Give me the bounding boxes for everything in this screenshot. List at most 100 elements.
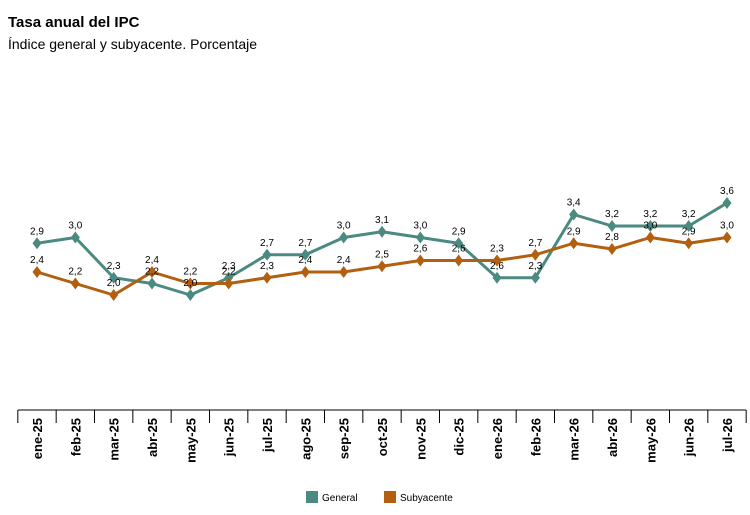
data-point (530, 248, 540, 261)
x-tick-label: sep-25 (337, 418, 352, 459)
data-point (109, 289, 119, 301)
data-point (607, 220, 617, 232)
data-label: 2,2 (183, 267, 197, 278)
data-label: 2,0 (183, 278, 197, 289)
data-label: 2,3 (107, 261, 121, 272)
x-tick-label: jul-26 (720, 418, 735, 453)
data-label: 2,2 (222, 267, 236, 278)
data-label: 2,9 (452, 226, 466, 237)
data-labels: 2,93,02,32,22,02,32,7 2,73,03,13,02,92,6 2… (30, 186, 734, 289)
data-point (147, 277, 157, 290)
data-point (70, 277, 80, 290)
x-tick-label: ene-26 (490, 418, 505, 459)
data-label: 2,7 (260, 238, 274, 249)
data-point (492, 271, 502, 284)
data-label: 3,6 (720, 186, 734, 197)
x-tick-label: jul-25 (260, 418, 275, 453)
x-tick-label: ene-25 (30, 418, 45, 459)
data-label: 2,9 (30, 226, 44, 237)
data-label: 2,4 (337, 255, 351, 266)
x-tick-label: may-25 (183, 418, 198, 463)
data-point (492, 254, 502, 267)
x-tick-label: feb-25 (68, 418, 83, 456)
data-label: 2,5 (375, 249, 389, 260)
data-label: 3,4 (567, 198, 581, 209)
data-label: 3,0 (413, 221, 427, 232)
data-point (300, 248, 310, 261)
data-point (70, 231, 80, 244)
data-point (684, 220, 694, 232)
data-point (607, 243, 617, 255)
data-point (569, 237, 579, 250)
x-tick-label: jun-25 (222, 418, 237, 457)
chart-subtitle: Índice general y subyacente. Porcentaje (8, 36, 258, 52)
data-point (415, 231, 425, 244)
data-point (377, 225, 387, 238)
legend-label: Subyacente (400, 493, 453, 504)
data-point (185, 277, 195, 290)
data-label: 2,4 (145, 255, 159, 266)
data-point (454, 254, 464, 267)
data-label: 2,9 (567, 226, 581, 237)
data-label: 2,3 (260, 261, 274, 272)
x-tick-label: abr-26 (605, 418, 620, 457)
data-label: 3,2 (643, 209, 657, 220)
data-label: 3,1 (375, 215, 389, 226)
x-axis: ene-25 feb-25 mar-25 abr-25 may-25 jun-25 jul-… (17, 409, 747, 463)
data-point (339, 231, 349, 244)
data-point (454, 237, 464, 250)
data-label: 2,9 (682, 226, 696, 237)
x-tick-label: mar-25 (107, 418, 122, 461)
data-point (415, 254, 425, 267)
legend: General Subyacente (306, 491, 453, 504)
data-label: 2,8 (605, 232, 619, 243)
x-tick-label: feb-26 (528, 418, 543, 456)
data-label: 2,3 (528, 261, 542, 272)
data-point (722, 231, 732, 244)
x-tick-label: oct-25 (375, 418, 390, 456)
data-label: 3,2 (682, 209, 696, 220)
chart-title: Tasa anual del IPC (8, 14, 140, 31)
data-point (224, 277, 234, 290)
data-label: 2,4 (30, 255, 44, 266)
data-label: 2,7 (298, 238, 312, 249)
data-point (185, 289, 195, 301)
data-label: 2,7 (528, 238, 542, 249)
x-tick-label: may-26 (643, 418, 658, 463)
data-label: 2,6 (413, 244, 427, 255)
data-label: 3,0 (720, 221, 734, 232)
data-point (530, 271, 540, 284)
data-label: 2,2 (145, 267, 159, 278)
data-point (645, 231, 655, 244)
x-tick-label: mar-26 (567, 418, 582, 461)
data-point (262, 271, 272, 284)
data-label: 3,0 (643, 221, 657, 232)
data-label: 3,2 (605, 209, 619, 220)
x-tick-label: nov-25 (413, 418, 428, 460)
data-label: 2,6 (452, 244, 466, 255)
data-point (645, 220, 655, 232)
data-label: 2,3 (490, 244, 504, 255)
x-tick-label: dic-25 (452, 418, 467, 456)
data-point (300, 266, 310, 278)
legend-label: General (322, 493, 358, 504)
x-tick-label: ago-25 (298, 418, 313, 460)
data-point (569, 208, 579, 221)
data-label: 2,3 (222, 261, 236, 272)
data-point (339, 266, 349, 278)
data-point (109, 271, 119, 284)
data-point (377, 260, 387, 273)
series-layer (32, 197, 732, 301)
data-label: 3,0 (337, 221, 351, 232)
x-tick-label: abr-25 (145, 418, 160, 457)
data-point (722, 197, 732, 209)
data-point (262, 248, 272, 261)
data-point (32, 237, 42, 250)
data-point (147, 266, 157, 278)
data-point (684, 237, 694, 250)
data-label: 3,0 (68, 221, 82, 232)
data-point (32, 266, 42, 278)
data-label: 2,6 (490, 261, 504, 272)
data-label: 2,2 (68, 267, 82, 278)
